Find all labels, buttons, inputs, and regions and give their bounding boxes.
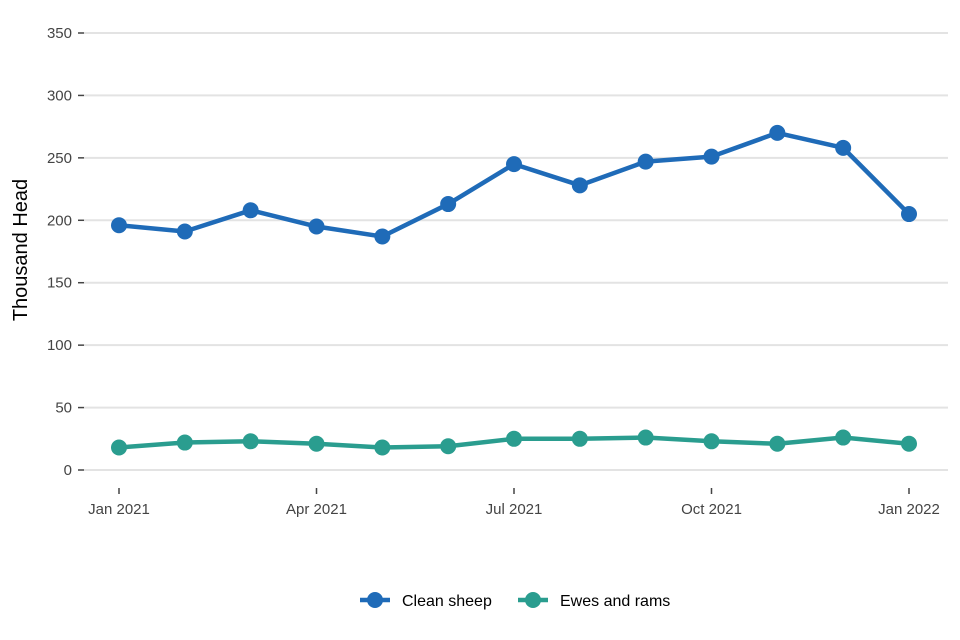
data-point [506,156,522,173]
data-point [374,439,391,456]
legend-label: Ewes and rams [560,593,670,610]
legend-item: Clean sheep [360,592,492,610]
x-tick-label: Jul 2021 [486,501,543,518]
data-point [637,153,654,170]
data-point [835,429,852,446]
data-point [440,438,457,455]
legend-label: Clean sheep [402,593,492,610]
y-tick-label: 300 [47,87,72,104]
x-tick-label: Jan 2021 [88,501,150,518]
y-tick-label: 0 [64,462,72,479]
x-tick-label: Apr 2021 [286,501,347,518]
data-point [703,148,720,165]
y-tick-label: 200 [47,212,72,229]
data-point [308,435,325,452]
y-tick-label: 350 [47,25,72,42]
data-point [835,139,852,156]
series-1 [111,429,917,456]
data-point [637,429,654,446]
x-tick-label: Jan 2022 [878,501,940,518]
legend-swatch-point [367,592,383,608]
x-tick-label: Oct 2021 [681,501,742,518]
series-layer [111,124,917,456]
legend-swatch-point [525,592,541,608]
data-point [176,223,193,240]
y-axis: 0 50 100 150 200 250 300 350 [47,25,84,479]
data-point [308,218,325,235]
data-point [242,433,259,450]
y-tick-label: 250 [47,150,72,167]
data-point [111,217,127,234]
legend-item: Ewes and rams [518,592,670,610]
data-point [769,124,786,141]
legend: Clean sheep Ewes and rams [360,592,670,610]
y-tick-label: 100 [47,337,72,354]
data-point [901,435,917,452]
data-point [374,228,391,245]
y-tick-label: 150 [47,275,72,292]
y-axis-title: Thousand Head [10,179,32,321]
data-point [769,435,786,452]
x-axis: Jan 2021 Apr 2021 Jul 2021 Oct 2021 Jan 2022 [88,488,940,518]
data-point [506,430,522,447]
data-point [901,206,917,223]
data-point [571,177,588,194]
data-point [176,434,193,451]
data-point [571,430,588,447]
gridlines [84,32,948,471]
y-tick-label: 50 [55,400,72,417]
data-point [242,202,259,219]
data-point [440,196,457,213]
data-point [703,433,720,450]
series-0 [111,124,917,245]
data-point [111,439,127,456]
